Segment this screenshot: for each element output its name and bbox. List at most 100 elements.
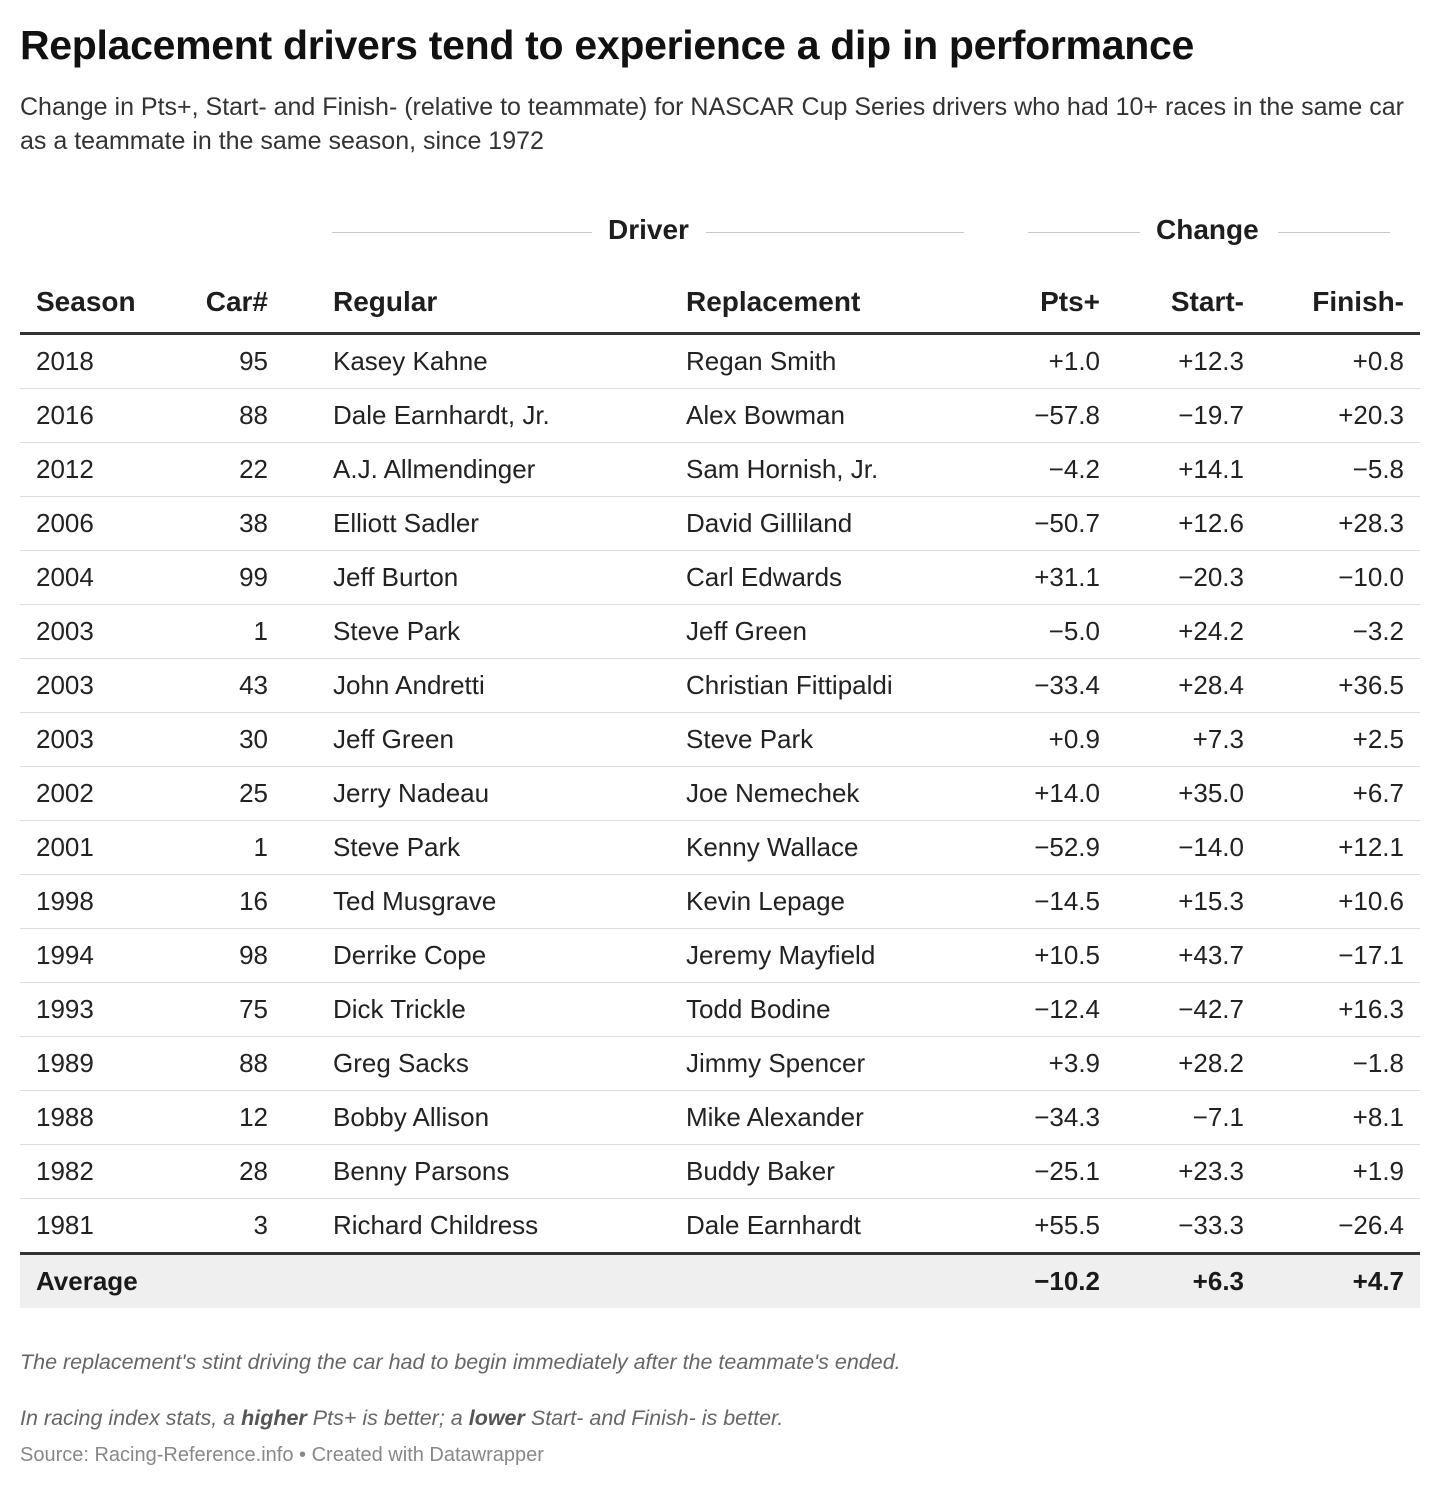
pts-change-cell: −4.2 xyxy=(996,442,1100,497)
col-header-car[interactable]: Car# xyxy=(170,272,268,335)
car-number-cell: 75 xyxy=(170,982,268,1037)
data-table: Season Car# Regular Replacement Pts+ Sta… xyxy=(20,272,1420,1308)
finish-change-cell: +28.3 xyxy=(1244,496,1420,551)
season-cell: 2003 xyxy=(20,604,170,659)
average-row: Average −10.2 +6.3 +4.7 xyxy=(20,1253,1420,1308)
start-change-cell: +15.3 xyxy=(1100,874,1244,929)
finish-change-cell: +6.7 xyxy=(1244,766,1420,821)
car-number-cell: 98 xyxy=(170,928,268,983)
regular-driver-cell: Dale Earnhardt, Jr. xyxy=(333,388,686,443)
source-credit: Source: Racing-Reference.info • Created … xyxy=(20,1444,544,1466)
pts-change-cell: −25.1 xyxy=(996,1144,1100,1199)
finish-change-cell: −3.2 xyxy=(1244,604,1420,659)
finish-change-cell: −17.1 xyxy=(1244,928,1420,983)
replacement-driver-cell: Jimmy Spencer xyxy=(686,1036,996,1091)
col-spacer xyxy=(268,1090,333,1145)
col-spacer xyxy=(268,1198,333,1255)
col-header-season[interactable]: Season xyxy=(20,272,170,335)
group-label-change: Change xyxy=(1156,214,1259,245)
header-row: Season Car# Regular Replacement Pts+ Sta… xyxy=(20,272,1420,335)
group-rule-left xyxy=(1028,232,1140,233)
pts-change-cell: −33.4 xyxy=(996,658,1100,713)
finish-change-cell: +36.5 xyxy=(1244,658,1420,713)
start-change-cell: −19.7 xyxy=(1100,388,1244,443)
replacement-driver-cell: Alex Bowman xyxy=(686,388,996,443)
start-change-cell: +35.0 xyxy=(1100,766,1244,821)
group-label-driver: Driver xyxy=(608,214,689,245)
table-row: 1981 3 Richard Childress Dale Earnhardt +55.… xyxy=(20,1198,1420,1255)
season-cell: 2001 xyxy=(20,820,170,875)
car-number-cell: 3 xyxy=(170,1198,268,1255)
regular-driver-cell: Jerry Nadeau xyxy=(333,766,686,821)
start-change-cell: +7.3 xyxy=(1100,712,1244,767)
group-rule-right xyxy=(706,232,964,233)
finish-change-cell: +2.5 xyxy=(1244,712,1420,767)
note-index-stats: In racing index stats, a higher Pts+ is … xyxy=(20,1406,784,1430)
replacement-driver-cell: Joe Nemechek xyxy=(686,766,996,821)
replacement-driver-cell: Christian Fittipaldi xyxy=(686,658,996,713)
table-row: 2003 1 Steve Park Jeff Green −5.0 +24.2 −3.2 xyxy=(20,604,1420,659)
finish-change-cell: −5.8 xyxy=(1244,442,1420,497)
regular-driver-cell: Bobby Allison xyxy=(333,1090,686,1145)
season-cell: 1982 xyxy=(20,1144,170,1199)
col-spacer xyxy=(268,272,333,335)
finish-change-cell: +0.8 xyxy=(1244,333,1420,389)
start-change-cell: +24.2 xyxy=(1100,604,1244,659)
table-row: 1993 75 Dick Trickle Todd Bodine −12.4 −42.7 +… xyxy=(20,982,1420,1037)
regular-driver-cell: Jeff Green xyxy=(333,712,686,767)
car-number-cell: 99 xyxy=(170,550,268,605)
average-label: Average xyxy=(20,1253,170,1308)
pts-change-cell: +55.5 xyxy=(996,1198,1100,1255)
season-cell: 2016 xyxy=(20,388,170,443)
pts-change-cell: −57.8 xyxy=(996,388,1100,443)
col-header-finish[interactable]: Finish- xyxy=(1244,272,1420,335)
season-cell: 1998 xyxy=(20,874,170,929)
car-number-cell: 25 xyxy=(170,766,268,821)
table-row: 2003 30 Jeff Green Steve Park +0.9 +7.3 +2.5 xyxy=(20,712,1420,767)
col-header-pts[interactable]: Pts+ xyxy=(996,272,1100,335)
col-header-regular[interactable]: Regular xyxy=(333,272,686,335)
col-header-replacement[interactable]: Replacement xyxy=(686,272,996,335)
finish-change-cell: −1.8 xyxy=(1244,1036,1420,1091)
replacement-driver-cell: Jeremy Mayfield xyxy=(686,928,996,983)
chart-title: Replacement drivers tend to experience a… xyxy=(20,22,1194,68)
replacement-driver-cell: Regan Smith xyxy=(686,333,996,389)
pts-change-cell: +10.5 xyxy=(996,928,1100,983)
car-number-cell: 28 xyxy=(170,1144,268,1199)
finish-change-cell: +10.6 xyxy=(1244,874,1420,929)
replacement-driver-cell: David Gilliland xyxy=(686,496,996,551)
average-finish: +4.7 xyxy=(1244,1253,1420,1308)
season-cell: 1981 xyxy=(20,1198,170,1255)
table-row: 1994 98 Derrike Cope Jeremy Mayfield +10.5 +4… xyxy=(20,928,1420,983)
group-rule-left xyxy=(332,232,592,233)
start-change-cell: −7.1 xyxy=(1100,1090,1244,1145)
group-rule-right xyxy=(1278,232,1390,233)
col-spacer xyxy=(268,604,333,659)
regular-driver-cell: Benny Parsons xyxy=(333,1144,686,1199)
season-cell: 2018 xyxy=(20,333,170,389)
start-change-cell: −33.3 xyxy=(1100,1198,1244,1255)
car-number-cell: 30 xyxy=(170,712,268,767)
car-number-cell: 12 xyxy=(170,1090,268,1145)
regular-driver-cell: Steve Park xyxy=(333,820,686,875)
column-group-driver: Driver xyxy=(332,214,964,250)
col-spacer xyxy=(268,982,333,1037)
table-row: 1982 28 Benny Parsons Buddy Baker −25.1 +23.3… xyxy=(20,1144,1420,1199)
season-cell: 2006 xyxy=(20,496,170,551)
col-spacer xyxy=(268,1036,333,1091)
season-cell: 2003 xyxy=(20,712,170,767)
finish-change-cell: +16.3 xyxy=(1244,982,1420,1037)
col-spacer xyxy=(268,1144,333,1199)
finish-change-cell: +12.1 xyxy=(1244,820,1420,875)
regular-driver-cell: A.J. Allmendinger xyxy=(333,442,686,497)
pts-change-cell: −52.9 xyxy=(996,820,1100,875)
col-spacer xyxy=(268,928,333,983)
replacement-driver-cell: Mike Alexander xyxy=(686,1090,996,1145)
season-cell: 2004 xyxy=(20,550,170,605)
col-header-start[interactable]: Start- xyxy=(1100,272,1244,335)
table-row: 2002 25 Jerry Nadeau Joe Nemechek +14.0 +35.0… xyxy=(20,766,1420,821)
replacement-driver-cell: Steve Park xyxy=(686,712,996,767)
col-spacer xyxy=(268,550,333,605)
regular-driver-cell: Ted Musgrave xyxy=(333,874,686,929)
table-row: 1998 16 Ted Musgrave Kevin Lepage −14.5 +15.3… xyxy=(20,874,1420,929)
